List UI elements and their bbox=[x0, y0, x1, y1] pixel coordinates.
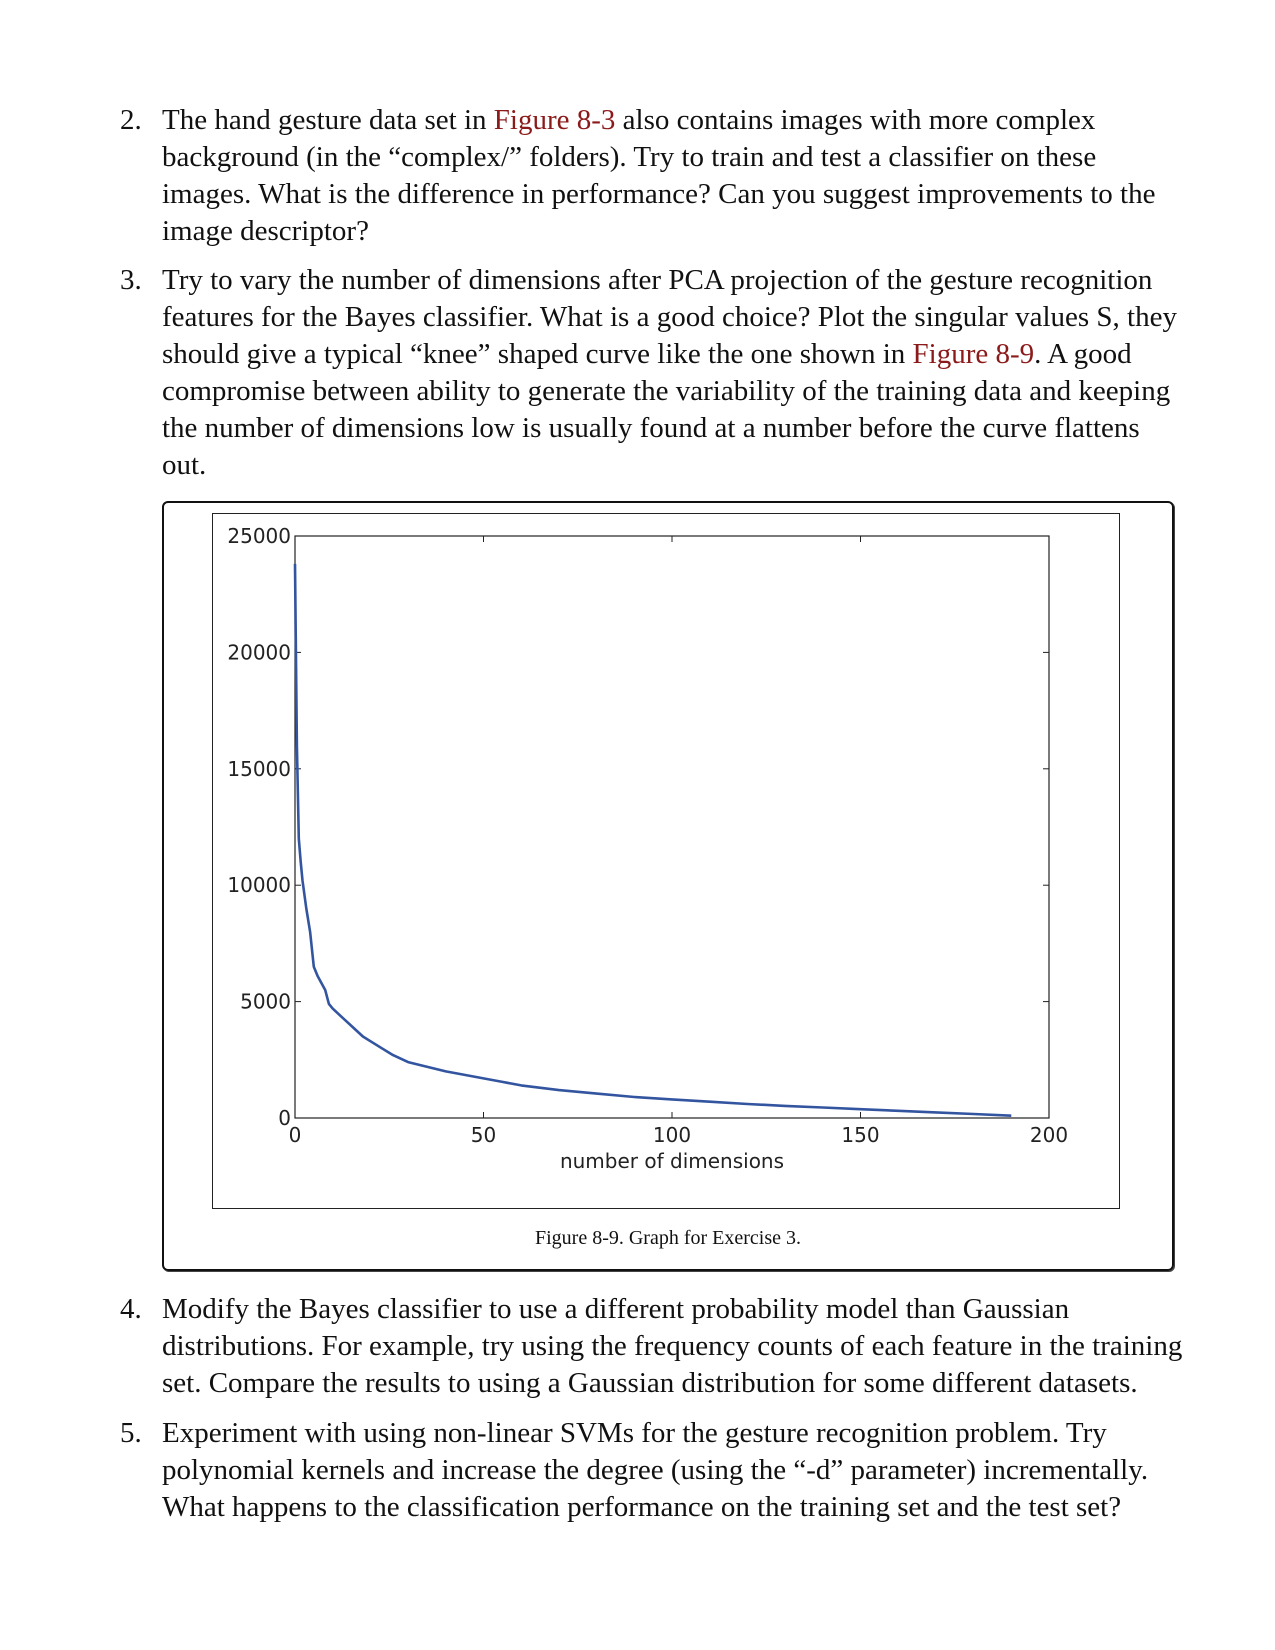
y-tick-label: 20000 bbox=[227, 640, 291, 664]
text-line: Try to vary the number of dimensions aft… bbox=[162, 262, 1172, 299]
text-line: background (in the “complex/” folders). … bbox=[162, 139, 1172, 176]
text-segment: compromise between ability to generate t… bbox=[162, 375, 1171, 407]
x-tick-label: 50 bbox=[471, 1123, 496, 1147]
figure-caption: Figure 8-9. Graph for Exercise 3. bbox=[534, 1227, 802, 1249]
exercise-number: 3. bbox=[120, 264, 142, 296]
figure-8-9: 0 5000 10000 15000 20000 25000 0 50 100 150 200 num… bbox=[162, 501, 1174, 1271]
text-segment: image descriptor? bbox=[162, 215, 369, 247]
x-tick-label: 0 bbox=[289, 1123, 302, 1147]
text-line: image descriptor? bbox=[162, 213, 1172, 250]
y-tick-label: 0 bbox=[278, 1106, 291, 1130]
text-line: polynomial kernels and increase the degr… bbox=[162, 1452, 1172, 1489]
text-segment: polynomial kernels and increase the degr… bbox=[162, 1454, 1149, 1486]
text-segment: The hand gesture data set in bbox=[162, 104, 494, 136]
figure-reference-link[interactable]: Figure 8-3 bbox=[493, 104, 616, 136]
exercise-text: Try to vary the number of dimensions aft… bbox=[162, 262, 1177, 484]
text-segment: features for the Bayes classifier. What … bbox=[162, 301, 1177, 333]
series-line bbox=[293, 563, 1012, 1117]
x-tick-label: 100 bbox=[653, 1123, 691, 1147]
text-line: features for the Bayes classifier. What … bbox=[162, 299, 1177, 336]
text-segment: should give a typical “knee” shaped curv… bbox=[162, 338, 913, 370]
text-segment: also contains images with more complex bbox=[615, 104, 1096, 136]
text-segment: . A good bbox=[1034, 338, 1132, 370]
x-tick-label: 200 bbox=[1030, 1123, 1068, 1147]
text-segment: the number of dimensions low is usually … bbox=[162, 412, 1140, 444]
text-line: set. Compare the results to using a Gaus… bbox=[162, 1365, 1172, 1402]
figure-reference-link[interactable]: Figure 8-9 bbox=[912, 338, 1035, 370]
x-tick-label: 150 bbox=[841, 1123, 879, 1147]
exercise-text: Experiment with using non-linear SVMs fo… bbox=[162, 1415, 1172, 1526]
text-segment: background (in the “complex/” folders). … bbox=[162, 141, 1097, 173]
text-line: compromise between ability to generate t… bbox=[162, 373, 1172, 410]
exercise-number: 5. bbox=[120, 1417, 142, 1449]
text-line: images. What is the difference in perfor… bbox=[162, 176, 1172, 213]
text-line: Modify the Bayes classifier to use a dif… bbox=[162, 1291, 1172, 1328]
text-segment: images. What is the difference in perfor… bbox=[162, 178, 1156, 210]
text-line: The hand gesture data set in Figure 8-3 … bbox=[162, 102, 1172, 139]
text-line: the number of dimensions low is usually … bbox=[162, 410, 1172, 447]
y-tick-label: 15000 bbox=[227, 757, 291, 781]
chart-frame: 0 5000 10000 15000 20000 25000 0 50 100 150 200 num… bbox=[212, 513, 1120, 1209]
text-line: What happens to the classification perfo… bbox=[162, 1489, 1172, 1526]
text-segment: out. bbox=[162, 449, 207, 481]
x-axis-label: number of dimensions bbox=[560, 1149, 784, 1173]
exercise-text: Modify the Bayes classifier to use a dif… bbox=[162, 1291, 1182, 1402]
text-line: distributions. For example, try using th… bbox=[162, 1328, 1182, 1365]
text-line: should give a typical “knee” shaped curv… bbox=[162, 336, 1172, 373]
text-segment: distributions. For example, try using th… bbox=[162, 1330, 1183, 1362]
text-segment: Modify the Bayes classifier to use a dif… bbox=[162, 1293, 1070, 1325]
exercise-text: The hand gesture data set in Figure 8-3 … bbox=[162, 102, 1172, 250]
text-line: out. bbox=[162, 447, 1172, 484]
exercise-number: 2. bbox=[120, 104, 142, 136]
text-segment: What happens to the classification perfo… bbox=[162, 1491, 1122, 1523]
y-tick-label: 5000 bbox=[240, 990, 291, 1014]
exercise-number: 4. bbox=[120, 1293, 142, 1325]
y-tick-label: 25000 bbox=[227, 524, 291, 548]
text-line: Experiment with using non-linear SVMs fo… bbox=[162, 1415, 1172, 1452]
text-segment: Try to vary the number of dimensions aft… bbox=[162, 264, 1153, 296]
y-tick-label: 10000 bbox=[227, 873, 291, 897]
text-segment: Experiment with using non-linear SVMs fo… bbox=[162, 1417, 1107, 1449]
plot-area bbox=[294, 535, 1050, 1119]
singular-values-chart: 0 5000 10000 15000 20000 25000 0 50 100 150 200 num… bbox=[227, 524, 1068, 1173]
text-segment: set. Compare the results to using a Gaus… bbox=[162, 1367, 1138, 1399]
